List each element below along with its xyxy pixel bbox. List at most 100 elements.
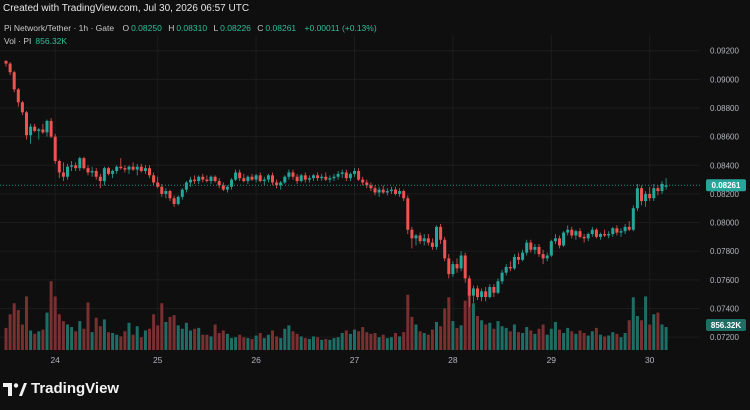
candle-body: [644, 193, 648, 202]
y-axis[interactable]: 0.09200 0.09000 0.08800 0.08600 0.08400 0.082…: [710, 47, 739, 342]
candle-body: [8, 63, 12, 73]
candle-body: [517, 256, 520, 260]
candle-body: [578, 231, 582, 237]
candle-body: [521, 252, 525, 260]
x-tick-label: 25: [153, 355, 163, 365]
volume-bar: [344, 330, 348, 350]
volume-bar: [353, 329, 356, 350]
candle-body: [455, 264, 459, 269]
candle-body: [582, 236, 586, 239]
volume-bar: [287, 325, 291, 350]
low-value: 0.08226: [220, 23, 251, 33]
volume-bar: [262, 338, 266, 350]
candle-body: [164, 191, 168, 194]
volume-bar: [303, 338, 307, 350]
candle-body: [156, 182, 160, 187]
volume-bar: [291, 331, 295, 350]
candle-body: [242, 178, 246, 182]
volume-bar: [492, 328, 496, 350]
volume-bar: [201, 334, 205, 350]
candle-body: [635, 188, 639, 209]
volume-bar: [266, 334, 270, 350]
candle-body: [82, 158, 86, 169]
volume-bar: [615, 333, 619, 350]
volume-bar: [49, 281, 53, 350]
symbol-title[interactable]: Pi Network/Tether · 1h · Gate: [4, 23, 115, 33]
volume-bar: [160, 303, 164, 350]
volume-bar: [599, 334, 602, 350]
candle-body: [102, 168, 106, 182]
candle-body: [656, 188, 660, 192]
candle-body: [574, 231, 578, 236]
candle-body: [500, 272, 504, 282]
candle-body: [558, 238, 561, 246]
candle-body: [98, 176, 102, 182]
volume-bar: [74, 331, 78, 350]
volume-bar: [365, 332, 369, 350]
tradingview-logo[interactable]: TradingView: [3, 380, 119, 397]
volume-bar: [562, 333, 566, 350]
volume-bar: [381, 334, 385, 350]
candle-body: [590, 229, 594, 235]
volume-bar: [517, 332, 520, 350]
candle-body: [640, 188, 643, 202]
volume-bar: [152, 314, 156, 350]
volume-bar: [484, 324, 488, 350]
volume-legend: Vol · PI 856.32K: [4, 36, 67, 46]
volume-bar: [455, 327, 459, 350]
volume-bar: [529, 330, 533, 350]
candle-body: [287, 172, 291, 177]
candle-body: [152, 175, 156, 183]
candle-body: [430, 242, 434, 247]
volume-bar: [496, 321, 500, 350]
volume-bar: [394, 333, 397, 350]
candle-body: [471, 288, 475, 296]
volume-bar: [33, 333, 37, 350]
candle-body: [86, 168, 90, 173]
candlesticks: [4, 60, 668, 308]
candle-body: [213, 176, 217, 182]
open-label: O: [122, 23, 130, 33]
volume-bar: [135, 326, 139, 350]
candle-body: [33, 126, 37, 131]
volume-bar: [463, 300, 467, 350]
volume-bar: [398, 336, 402, 350]
volume-bar: [644, 296, 648, 350]
x-axis[interactable]: 24 25 26 27 28 29 30: [50, 355, 654, 365]
volume-bar: [664, 327, 668, 350]
candle-body: [201, 176, 205, 180]
volume-bar: [545, 334, 549, 350]
volume-bar: [70, 327, 74, 350]
candle-body: [295, 176, 299, 182]
volume-bar: [357, 331, 361, 350]
volume-bar: [558, 329, 561, 350]
candle-body: [480, 291, 484, 298]
volume-bar: [164, 321, 168, 350]
candle-body: [627, 226, 631, 230]
volume-badge: 856.32K: [706, 319, 746, 331]
volume-bar: [533, 333, 537, 350]
volume-label: Vol · PI: [4, 36, 32, 46]
volume-bar: [176, 325, 180, 350]
candle-body: [205, 179, 209, 182]
current-price-label: 0.08261: [712, 181, 741, 190]
y-tick-label: 0.09200: [710, 47, 739, 56]
grid-lines: [0, 35, 700, 350]
candle-body: [324, 176, 328, 180]
candle-body: [4, 60, 8, 64]
candle-body: [209, 176, 213, 182]
candle-body: [168, 191, 172, 199]
candle-body: [189, 179, 192, 183]
candle-body: [291, 172, 295, 177]
volume-bar: [57, 314, 61, 350]
x-tick-label: 29: [547, 355, 557, 365]
volume-bar: [148, 328, 151, 350]
candle-body: [488, 287, 492, 298]
candle-body: [410, 229, 414, 239]
volume-bar: [373, 333, 377, 350]
volume-bar: [582, 333, 586, 350]
volume-bar: [418, 331, 422, 350]
volume-bar: [250, 338, 254, 350]
volume-bar: [8, 314, 12, 350]
